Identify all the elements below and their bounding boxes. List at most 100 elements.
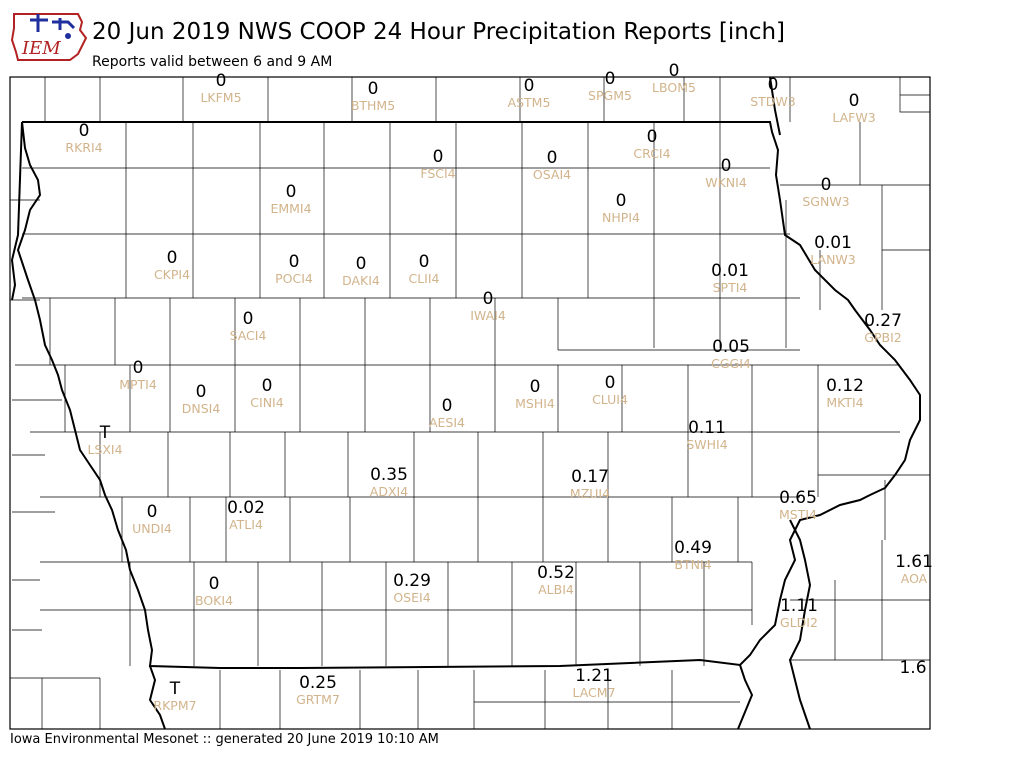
station-id-label: MSTI4 (779, 507, 817, 522)
station-id-label: SACI4 (230, 328, 267, 343)
station-id-label: GLDI2 (780, 615, 818, 630)
station-id-label: OSEI4 (393, 590, 430, 605)
station-id-label: ADXI4 (370, 484, 408, 499)
precip-value: 0.65 (779, 488, 817, 508)
station-id-label: NHPI4 (602, 210, 640, 225)
precip-value: 0.35 (370, 465, 408, 485)
station-id-label: GRTM7 (296, 692, 340, 707)
precip-value: 0 (419, 252, 430, 272)
map-title: 20 Jun 2019 NWS COOP 24 Hour Precipitati… (92, 19, 786, 45)
precip-value: T (169, 679, 181, 699)
station-id-label: MKTI4 (826, 395, 863, 410)
precip-value: 0 (442, 396, 453, 416)
precip-value: T (99, 423, 111, 443)
station-id-label: CINI4 (250, 395, 283, 410)
map-subtitle: Reports valid between 6 and 9 AM (92, 54, 333, 70)
station-id-label: WKNI4 (705, 175, 747, 190)
precip-value: 0 (356, 254, 367, 274)
station-id-label: MSHI4 (515, 396, 555, 411)
station-id-label: IWAI4 (470, 308, 506, 323)
station-id-label: FSCI4 (420, 166, 455, 181)
station-id-label: RKPM7 (153, 698, 196, 713)
station-id-label: CLUI4 (592, 392, 628, 407)
precip-value: 0.01 (814, 233, 852, 253)
precip-value: 1.11 (780, 596, 818, 616)
station-id-label: EMMI4 (270, 201, 311, 216)
station-id-label: CRCI4 (633, 146, 670, 161)
precip-value: 1.21 (575, 666, 613, 686)
station-id-label: OSAI4 (533, 167, 571, 182)
precip-value: 1.61 (895, 552, 933, 572)
station-id-label: GPBI2 (864, 330, 901, 345)
precip-value: 0 (368, 79, 379, 99)
station-id-label: ALBI4 (538, 582, 574, 597)
station-unnamed-45: 1.6 (899, 658, 926, 678)
station-id-label: AESI4 (429, 415, 465, 430)
precip-value: 0.02 (227, 498, 265, 518)
precip-value: 0 (821, 175, 832, 195)
station-id-label: SWHI4 (686, 437, 727, 452)
precip-value: 0.27 (864, 311, 902, 331)
precip-value: 0 (647, 127, 658, 147)
precip-value: 0.17 (571, 467, 609, 487)
precip-value: 0 (768, 75, 779, 95)
precip-value: 0.11 (688, 418, 726, 438)
precip-value: 1.6 (899, 658, 926, 678)
logo-text: IEM (21, 38, 61, 59)
precip-value: 0 (483, 289, 494, 309)
precip-value: 0 (147, 502, 158, 522)
precip-value: 0 (79, 121, 90, 141)
precip-value: 0 (524, 76, 535, 96)
station-id-label: AOA (901, 571, 928, 586)
station-id-label: LAFW3 (832, 110, 875, 125)
station-id-label: STDW3 (750, 94, 796, 109)
precip-value: 0.01 (711, 261, 749, 281)
precip-value: 0 (167, 248, 178, 268)
precip-value: 0.52 (537, 563, 575, 583)
logo-weather-symbol (30, 14, 76, 32)
precip-value: 0 (547, 148, 558, 168)
precip-value: 0 (849, 91, 860, 111)
station-id-label: LSXI4 (87, 442, 122, 457)
precip-value: 0.49 (674, 538, 712, 558)
station-id-label: CGGI4 (711, 356, 751, 371)
station-id-label: RKRI4 (65, 140, 102, 155)
station-id-label: DAKI4 (342, 273, 380, 288)
precip-value: 0 (289, 252, 300, 272)
